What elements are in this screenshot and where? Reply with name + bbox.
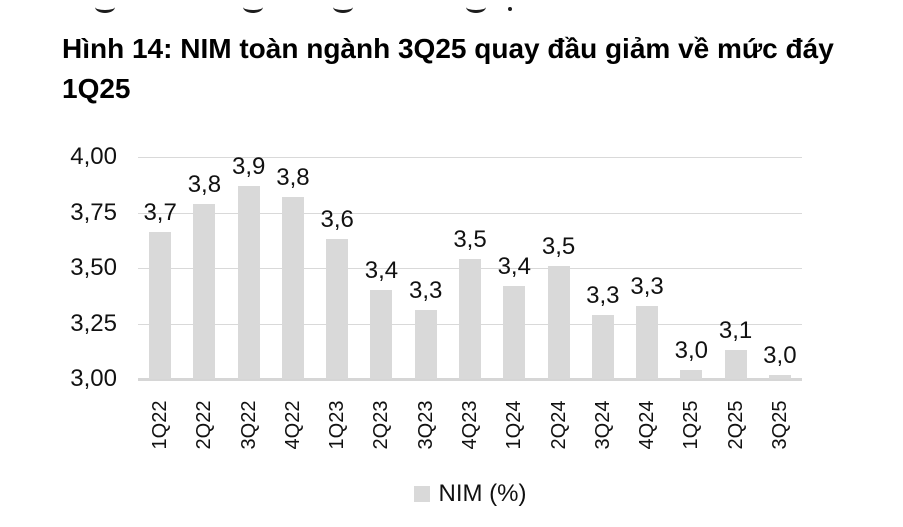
text-fragment-mark — [333, 1, 353, 13]
x-axis-tick-label: 4Q24 — [636, 400, 659, 450]
text-fragment-dot — [508, 7, 512, 11]
x-axis-line — [138, 378, 802, 381]
bar-4Q24 — [636, 305, 659, 379]
bar-value-label: 3,8 — [187, 170, 222, 198]
gridline — [138, 157, 802, 158]
bar-2Q22 — [193, 203, 216, 379]
y-axis-tick-label: 4,00 — [70, 143, 117, 170]
gridline — [138, 212, 802, 214]
bar-value-label: 3,9 — [231, 152, 266, 180]
bar-value-label: 3,8 — [276, 163, 310, 191]
bar-3Q22 — [237, 185, 260, 379]
legend-label: NIM (%) — [438, 480, 527, 507]
x-axis-tick-label: 2Q25 — [724, 400, 747, 450]
bar-value-label: 3,7 — [143, 199, 177, 227]
x-axis-tick-label: 4Q23 — [459, 400, 481, 450]
bar-4Q23 — [459, 259, 481, 379]
bar-value-label: 3,1 — [718, 317, 753, 345]
x-axis-tick-label: 1Q22 — [149, 400, 172, 450]
x-axis-tick-label: 2Q22 — [193, 400, 216, 450]
bar-3Q25 — [768, 374, 791, 379]
bar-3Q24 — [591, 314, 614, 379]
bar-value-label: 3,3 — [630, 272, 664, 300]
x-axis-tick-label: 3Q25 — [768, 400, 791, 450]
bar-value-label: 3,4 — [364, 257, 399, 285]
x-axis-tick-label: 4Q22 — [281, 400, 304, 450]
bar-value-label: 3,3 — [586, 281, 620, 309]
x-axis-tick-label: 3Q23 — [414, 400, 437, 450]
y-axis-tick-label: 3,25 — [70, 309, 117, 337]
bar-4Q22 — [281, 196, 304, 379]
bar-2Q24 — [547, 265, 570, 379]
x-axis-tick-label: 1Q24 — [503, 400, 526, 450]
x-axis-tick-label: 3Q22 — [237, 400, 260, 450]
cropped-previous-line-fragments — [0, 0, 903, 14]
y-axis-tick-label: 3,00 — [70, 365, 117, 392]
chart-legend: NIM (%) — [138, 480, 802, 508]
bar-1Q22 — [149, 232, 172, 379]
bar-1Q23 — [326, 239, 349, 379]
bar-2Q25 — [724, 350, 747, 379]
bar-value-label: 3,5 — [453, 226, 487, 254]
bar-value-label: 3,6 — [320, 206, 354, 234]
x-axis-tick-label: 2Q24 — [547, 400, 570, 450]
y-axis-tick-label: 3,50 — [70, 254, 117, 281]
text-fragment-mark — [243, 1, 263, 13]
plot-area: 3,7 1Q22 3,8 2Q22 3,9 3Q22 3,8 4Q22 3,6 1Q23 3,4 2Q… — [138, 153, 802, 449]
bar-value-label: 3,5 — [541, 232, 576, 260]
legend-swatch — [413, 486, 430, 502]
bar-2Q23 — [370, 290, 393, 379]
text-fragment-mark — [466, 1, 486, 13]
y-axis-tick-label: 3,75 — [70, 198, 117, 226]
bar-value-label: 3,0 — [674, 337, 709, 365]
text-fragment-mark — [95, 1, 115, 13]
y-axis: 3,00 3,25 3,50 3,75 4,00 — [40, 143, 117, 392]
bar-value-label: 3,4 — [497, 252, 531, 280]
x-axis-tick-label: 1Q25 — [680, 400, 703, 450]
figure-title: Hình 14: NIM toàn ngành 3Q25 quay đầu gi… — [62, 32, 834, 104]
x-axis-tick-label: 1Q23 — [326, 400, 349, 450]
bar-value-label: 3,3 — [409, 277, 443, 305]
bar-value-label: 3,0 — [763, 341, 797, 369]
bar-1Q24 — [503, 285, 526, 379]
x-axis-tick-label: 2Q23 — [370, 400, 393, 450]
bar-1Q25 — [680, 370, 703, 379]
bar-3Q23 — [414, 310, 437, 379]
x-axis-tick-label: 3Q24 — [591, 400, 614, 450]
